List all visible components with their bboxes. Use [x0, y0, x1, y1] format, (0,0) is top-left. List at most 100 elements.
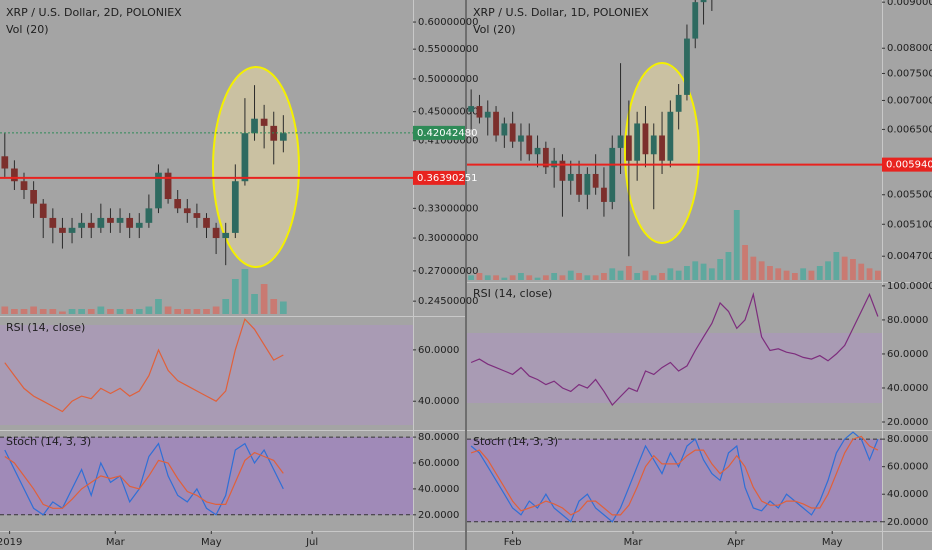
candle-body — [260, 118, 268, 126]
candle-body — [518, 135, 524, 142]
candle-body — [49, 217, 57, 228]
candle-body — [468, 106, 475, 112]
volume-bar — [850, 259, 856, 280]
candle-body — [39, 203, 47, 218]
volume-bar — [193, 309, 201, 314]
candle-body — [559, 160, 566, 181]
volume-bar — [833, 252, 840, 280]
candle-body — [659, 135, 665, 161]
candle-body — [20, 181, 28, 191]
y-tick-label: 0.00510000 — [887, 219, 932, 230]
candle-body — [1, 156, 9, 169]
volume-bar — [816, 266, 823, 280]
volume-bar — [742, 245, 748, 280]
candle-body — [509, 123, 516, 142]
volume-bar — [484, 275, 491, 280]
volume-bar — [559, 275, 566, 280]
volume-bar — [733, 210, 740, 280]
price-label: 0.42042480 — [417, 128, 477, 139]
volume-bar — [642, 270, 649, 280]
candle-body — [650, 135, 657, 155]
y-tick-label: 80.0000 — [887, 434, 928, 445]
y-tick-label: 0.00800000 — [887, 43, 932, 54]
volume-bar — [222, 299, 230, 314]
candle-body — [526, 135, 533, 155]
volume-bar — [609, 268, 616, 280]
volume-bar — [634, 273, 641, 280]
volume-bar — [534, 277, 541, 280]
candle-body — [684, 38, 690, 95]
stoch-title: Stoch (14, 3, 3) — [473, 435, 558, 448]
volume-bar — [251, 294, 258, 314]
volume-bar — [476, 273, 483, 280]
chart-subtitle: Vol (20) — [473, 23, 516, 36]
volume-bar — [11, 309, 18, 314]
y-tick-label: 80.0000 — [418, 432, 459, 443]
chart-subtitle: Vol (20) — [6, 23, 49, 36]
candle-body — [675, 94, 682, 112]
candle-body — [174, 199, 182, 209]
volume-bar — [866, 268, 873, 280]
volume-bar — [78, 309, 86, 314]
volume-bar — [576, 273, 582, 280]
candle-body — [59, 227, 66, 233]
candle-body — [78, 222, 86, 228]
volume-bar — [758, 261, 765, 280]
volume-bar — [279, 301, 287, 314]
price-label-box — [413, 125, 465, 140]
volume-bar — [39, 309, 47, 314]
candle-body — [700, 0, 707, 3]
volume-bar — [107, 309, 114, 314]
x-tick-label: Mar — [624, 537, 644, 548]
volume-bar — [468, 275, 475, 280]
stoch-line — [4, 442, 284, 516]
volume-bar — [650, 275, 657, 280]
candle-body — [251, 118, 258, 134]
volume-bar — [659, 273, 665, 280]
volume-bar — [667, 268, 674, 280]
volume-bar — [725, 252, 732, 280]
candle-body — [164, 172, 172, 200]
rsi-title: RSI (14, close) — [6, 321, 85, 334]
chart-title: XRP / U.S. Dollar, 2D, POLONIEX — [6, 6, 182, 19]
divider — [465, 0, 467, 550]
candle-body — [601, 187, 607, 202]
volume-bar — [116, 309, 124, 314]
volume-bar — [145, 306, 153, 314]
rsi-line — [470, 292, 879, 406]
volume-bar — [126, 309, 134, 314]
rsi-line — [4, 317, 284, 413]
y-tick-label: 0.00700000 — [887, 95, 932, 106]
candle-body — [68, 227, 76, 233]
volume-bar — [700, 263, 707, 280]
candle-body — [183, 208, 191, 214]
candle-body — [97, 217, 105, 228]
candle-body — [30, 190, 37, 204]
y-tick-label: 40.0000 — [887, 489, 928, 500]
volume-bar — [1, 306, 9, 314]
candle-body — [634, 123, 641, 161]
candle-body — [212, 227, 220, 239]
volume-bar — [183, 309, 191, 314]
volume-bar — [791, 273, 798, 280]
volume-bar — [825, 261, 831, 280]
candle-body — [203, 217, 210, 228]
volume-bar — [174, 309, 182, 314]
y-tick-label: 0.33000000 — [418, 203, 478, 214]
candle-body — [609, 147, 616, 202]
volume-bar — [68, 309, 76, 314]
candle-body — [484, 111, 491, 118]
volume-bar — [155, 299, 162, 314]
y-tick-label: 0.60000000 — [418, 17, 478, 28]
x-tick-label: Mar — [106, 537, 126, 548]
volume-bar — [241, 269, 249, 314]
volume-bar — [708, 268, 715, 280]
x-tick-label: Jul — [305, 537, 318, 548]
candle-body — [576, 173, 582, 195]
volume-bar — [592, 275, 599, 280]
y-tick-label: 20.0000 — [418, 510, 459, 521]
candle-body — [116, 217, 124, 223]
volume-bar — [97, 306, 105, 314]
y-tick-label: 0.00900000 — [887, 0, 932, 8]
